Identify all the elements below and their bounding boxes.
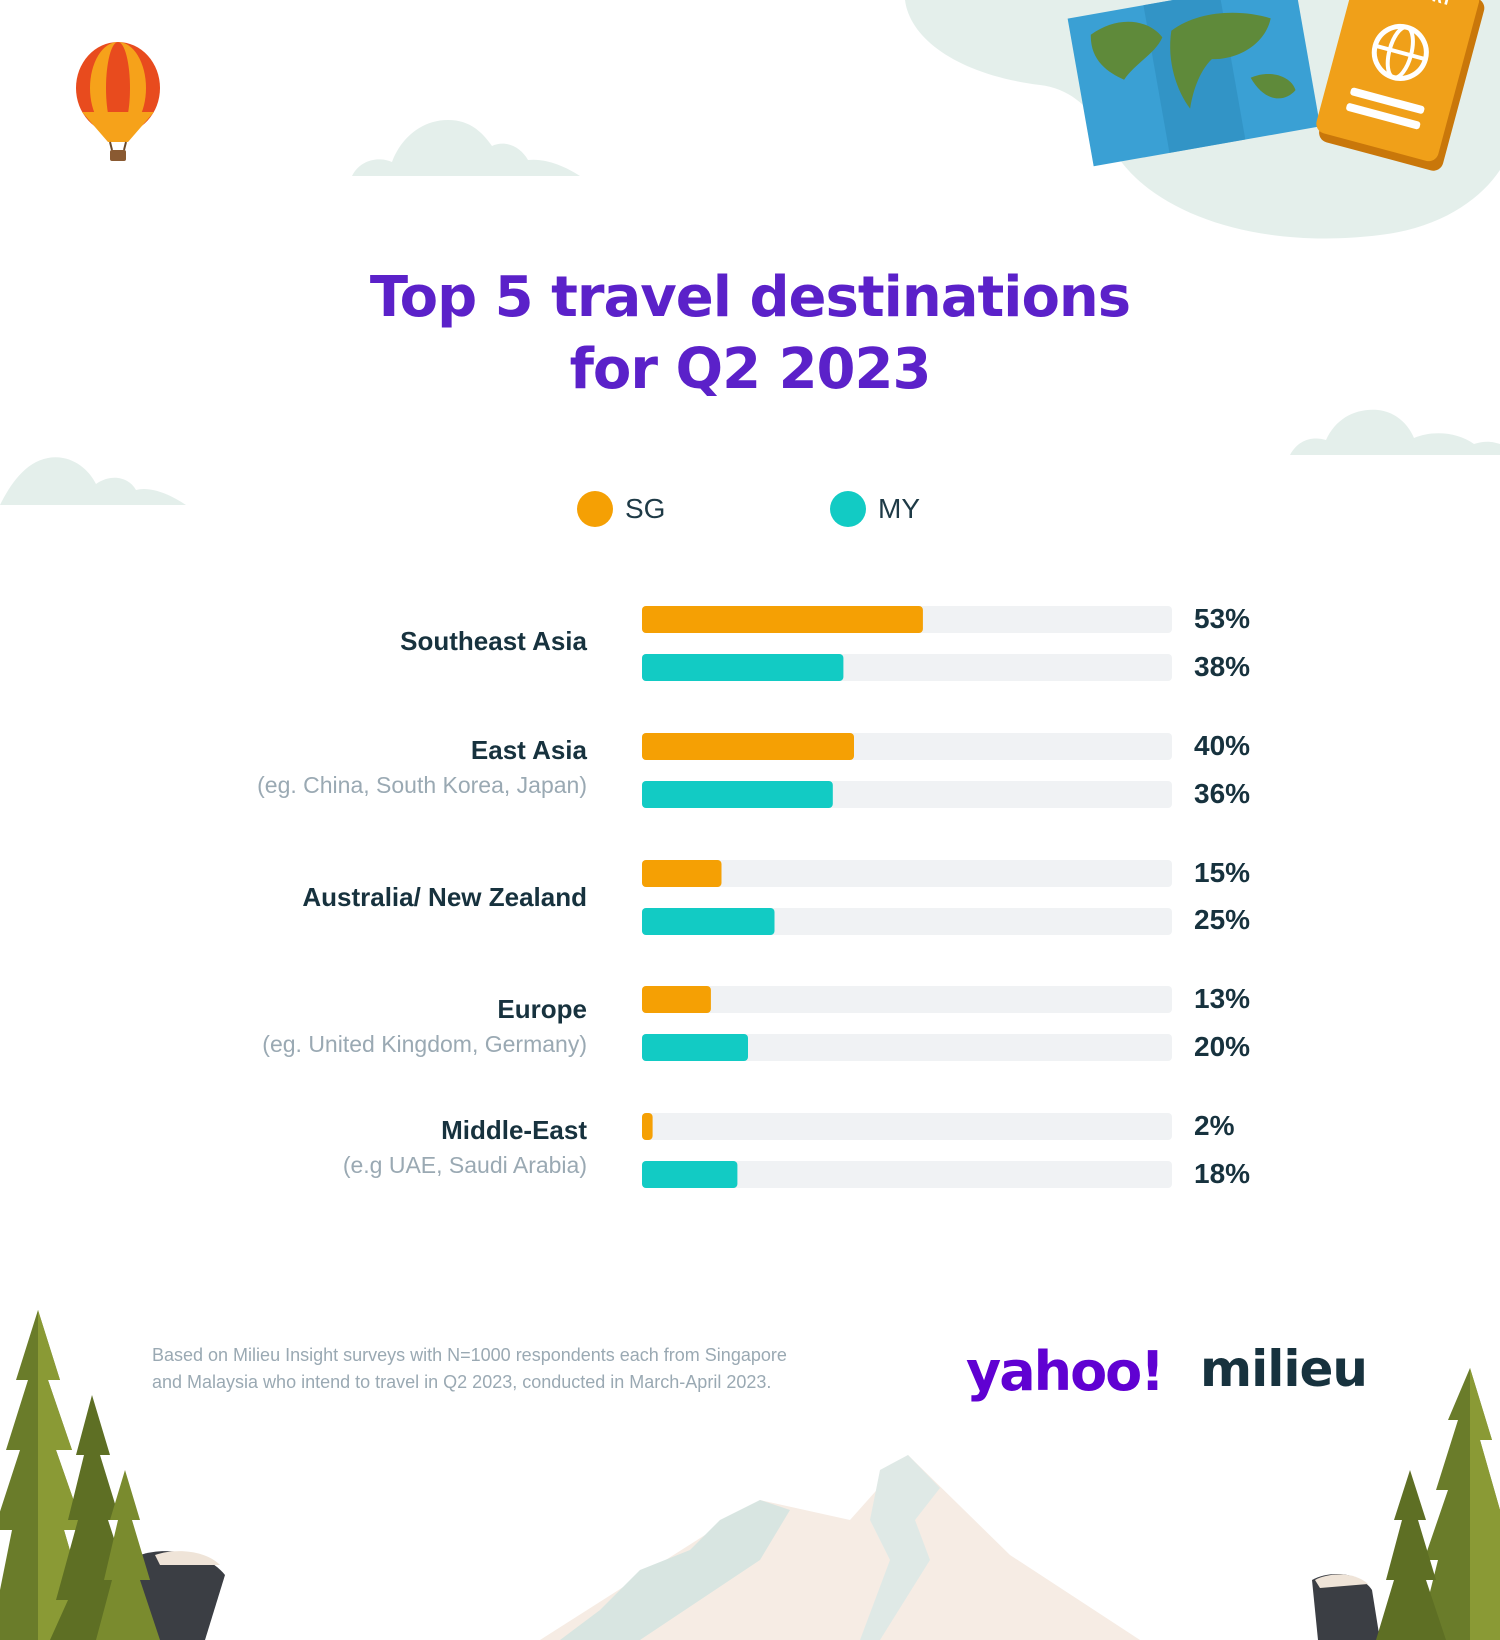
cloud-right [1290,409,1500,455]
bar-sg-australia-new-zealand [642,860,722,887]
value-label-sg-australia-new-zealand: 15% [1194,857,1251,888]
bar-my-southeast-asia [642,654,844,681]
category-subtitle-europe: (eg. United Kingdom, Germany) [262,1031,587,1057]
category-label-europe: Europe [497,994,587,1024]
footnote: Based on Milieu Insight surveys with N=1… [152,1342,872,1396]
legend-item-sg: SG [577,490,665,528]
bar-track-my-middle-east [642,1161,1172,1188]
legend-swatch-my [830,491,866,527]
value-label-sg-europe: 13% [1194,983,1251,1014]
bar-my-east-asia [642,781,833,808]
category-label-east-asia: East Asia [470,735,587,765]
bar-my-europe [642,1034,748,1061]
milieu-logo: milieu [1200,1340,1368,1398]
bar-track-my-europe [642,1034,1172,1061]
bar-sg-east-asia [642,733,854,760]
category-label-southeast-asia: Southeast Asia [400,626,587,656]
world-map-icon [1067,0,1321,167]
value-label-sg-middle-east: 2% [1194,1110,1235,1141]
bar-track-sg-middle-east [642,1113,1172,1140]
footnote-line-1: Based on Milieu Insight surveys with N=1… [152,1345,787,1365]
value-label-my-east-asia: 36% [1194,778,1251,809]
value-label-my-middle-east: 18% [1194,1158,1251,1189]
legend-label-my: MY [878,493,920,524]
value-label-sg-east-asia: 40% [1194,730,1251,761]
value-label-sg-southeast-asia: 53% [1194,603,1251,634]
passport-icon: ASSPORT [1316,0,1485,171]
yahoo-logo: yahoo! [966,1340,1165,1403]
bar-my-australia-new-zealand [642,908,775,935]
title-line-1: Top 5 travel destinations [369,265,1131,330]
value-label-my-europe: 20% [1194,1031,1251,1062]
mountain-illustration [540,1455,1140,1640]
category-label-middle-east: Middle-East [441,1115,587,1145]
bar-sg-middle-east [642,1113,653,1140]
bar-track-sg-australia-new-zealand [642,860,1172,887]
value-label-my-australia-new-zealand: 25% [1194,904,1251,935]
legend-label-sg: SG [625,493,666,524]
footnote-line-2: and Malaysia who intend to travel in Q2 … [152,1372,772,1392]
category-label-australia-new-zealand: Australia/ New Zealand [302,882,587,912]
legend-item-my: MY [830,490,920,528]
hot-air-balloon-icon [76,42,160,161]
title-line-2: for Q2 2023 [569,337,932,402]
cloud-top-center [352,120,580,176]
bar-my-middle-east [642,1161,738,1188]
legend-swatch-sg [577,491,613,527]
category-subtitle-east-asia: (eg. China, South Korea, Japan) [257,772,587,798]
value-label-my-southeast-asia: 38% [1194,651,1251,682]
cloud-left [0,457,186,505]
category-subtitle-middle-east: (e.g UAE, Saudi Arabia) [342,1152,587,1178]
bar-track-sg-europe [642,986,1172,1013]
pine-trees-left [0,1310,225,1640]
chart-title: Top 5 travel destinations for Q2 2023 [250,262,1250,406]
bar-sg-europe [642,986,711,1013]
bar-sg-southeast-asia [642,606,923,633]
pine-trees-right [1312,1368,1500,1640]
